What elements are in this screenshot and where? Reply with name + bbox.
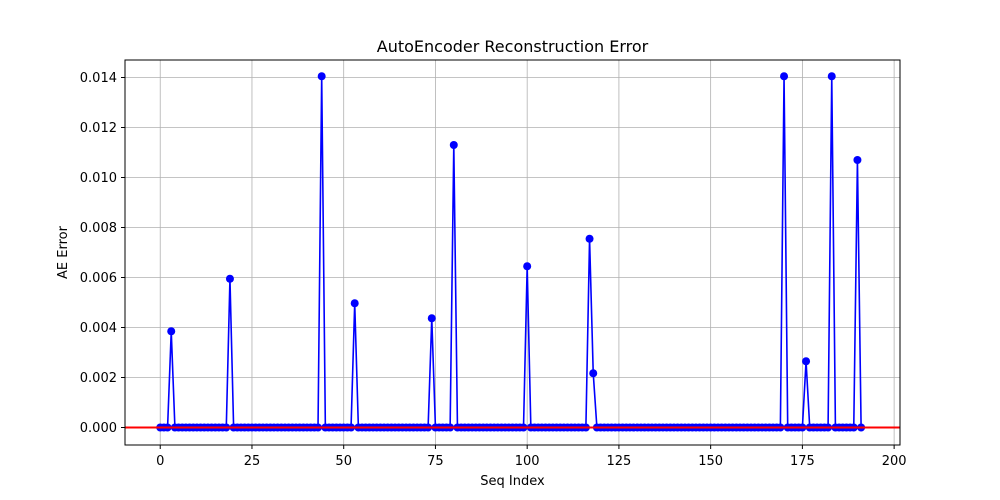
y-tick-label: 0.006 bbox=[80, 271, 117, 286]
y-tick-label: 0.004 bbox=[80, 321, 117, 336]
x-tick-label: 0 bbox=[156, 454, 164, 469]
y-tick-label: 0.012 bbox=[80, 121, 117, 136]
data-point bbox=[225, 274, 234, 283]
data-point bbox=[585, 234, 594, 243]
data-markers bbox=[125, 72, 900, 432]
x-axis-label: Seq Index bbox=[480, 474, 545, 489]
y-tick-label: 0.000 bbox=[80, 421, 117, 436]
x-tick-label: 125 bbox=[607, 454, 632, 469]
data-point bbox=[523, 262, 532, 271]
plot-frame bbox=[124, 59, 901, 446]
x-tick-label: 50 bbox=[335, 454, 352, 469]
data-point bbox=[317, 72, 326, 81]
data-point bbox=[853, 156, 862, 164]
data-point bbox=[827, 72, 836, 81]
data-point bbox=[802, 357, 811, 366]
y-tick-label: 0.014 bbox=[80, 71, 117, 86]
data-point bbox=[449, 141, 458, 149]
y-tick-label: 0.002 bbox=[80, 371, 117, 386]
x-tick-label: 100 bbox=[515, 454, 540, 469]
x-tick-label: 25 bbox=[244, 454, 261, 469]
y-tick-label: 0.010 bbox=[80, 171, 117, 186]
x-axis: 0 25 50 75 100 125 150 175 200 bbox=[156, 445, 907, 469]
x-tick-label: 75 bbox=[427, 454, 444, 469]
x-tick-label: 200 bbox=[882, 454, 907, 469]
chart-title: AutoEncoder Reconstruction Error bbox=[377, 37, 649, 56]
data-point bbox=[589, 369, 598, 378]
x-tick-label: 150 bbox=[698, 454, 723, 469]
y-axis-label: AE Error bbox=[56, 225, 71, 279]
data-point bbox=[427, 314, 436, 323]
data-point bbox=[350, 299, 359, 308]
x-tick-label: 175 bbox=[790, 454, 815, 469]
y-axis: 0.000 0.002 0.004 0.006 0.008 0.010 0.012 0.014 bbox=[80, 71, 125, 436]
y-tick-label: 0.008 bbox=[80, 221, 117, 236]
data-point bbox=[167, 327, 176, 336]
data-point bbox=[780, 72, 789, 81]
